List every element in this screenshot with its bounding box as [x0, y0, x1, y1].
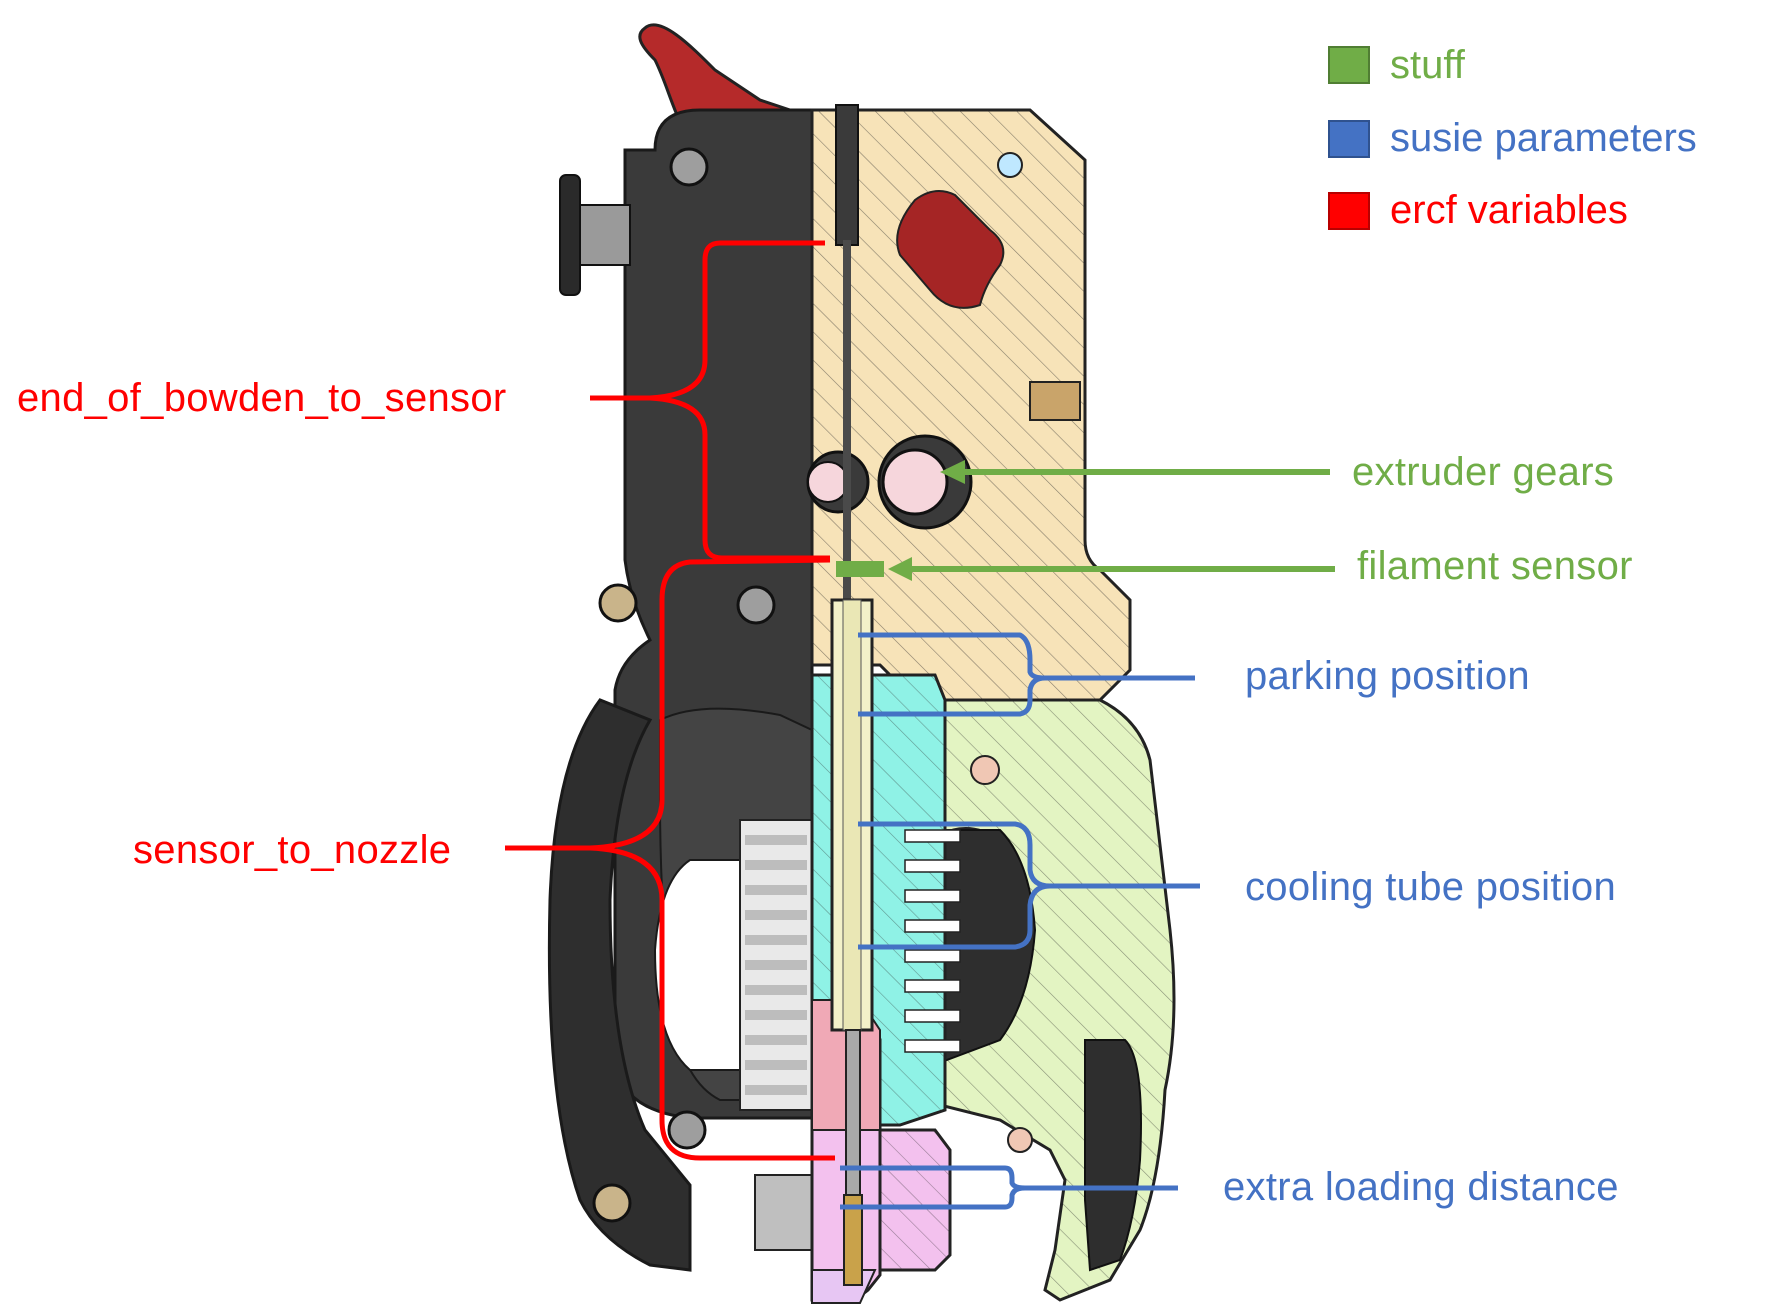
legend-label-ercf: ercf variables	[1390, 188, 1628, 232]
label-extruder-gears: extruder gears	[1352, 450, 1615, 494]
label-filament-sensor: filament sensor	[1357, 544, 1633, 588]
legend-swatch-ercf	[1328, 192, 1370, 230]
label-cooling-tube-position: cooling tube position	[1245, 865, 1617, 909]
fan-opening	[653, 859, 741, 1071]
idler-lever-section	[896, 190, 1005, 309]
duct-screw	[970, 755, 1000, 785]
duct-screw-lower	[1007, 1127, 1033, 1153]
heatsink-fins-right	[904, 829, 961, 1053]
end-of-bowden-to-sensor-brace	[590, 240, 830, 561]
legend-swatch-susie	[1328, 120, 1370, 158]
nozzle-brass	[843, 1194, 863, 1286]
legend-swatch-stuff	[1328, 46, 1370, 84]
legend-label-stuff: stuff	[1390, 43, 1465, 87]
toolhead-left-body	[547, 23, 816, 1272]
filament-sensor-marker	[836, 561, 884, 577]
label-end-of-bowden-to-sensor: end_of_bowden_to_sensor	[17, 376, 507, 420]
sensor-to-nozzle-brace	[505, 557, 835, 1161]
bolts	[592, 147, 776, 1223]
magnet-slot	[1029, 381, 1081, 421]
extruder-gears-arrow	[940, 460, 1330, 484]
label-extra-loading-distance: extra loading distance	[1223, 1165, 1619, 1209]
release-lever	[638, 23, 791, 124]
lower-claw	[547, 698, 692, 1272]
filament-sensor-arrow	[888, 557, 1335, 581]
cooling-tube-position-bracket	[858, 821, 1200, 950]
label-sensor-to-nozzle: sensor_to_nozzle	[133, 828, 452, 872]
label-parking-position: parking position	[1245, 654, 1530, 698]
thermistor-block	[754, 1174, 816, 1251]
parking-position-bracket	[858, 632, 1195, 717]
extruder-gear-pair	[806, 434, 973, 530]
screw-hole	[997, 152, 1023, 178]
extra-loading-distance-bracket	[840, 1165, 1178, 1210]
filament-path	[830, 104, 874, 1286]
tension-knob	[559, 174, 631, 296]
heatsink-fins-left	[739, 819, 813, 1111]
duct-pad	[1084, 1039, 1142, 1272]
legend-label-susie: susie parameters	[1390, 116, 1697, 160]
